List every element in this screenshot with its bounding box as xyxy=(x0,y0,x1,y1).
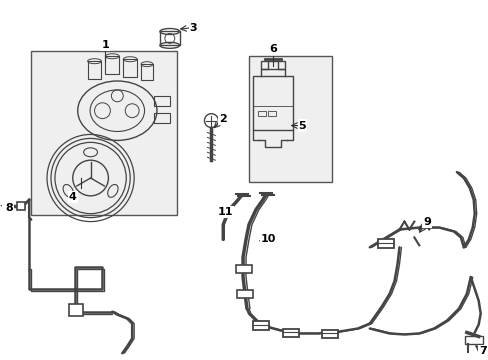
Bar xyxy=(154,113,169,122)
Text: 3: 3 xyxy=(189,23,197,32)
Bar xyxy=(236,265,251,273)
Bar xyxy=(69,304,82,316)
Bar xyxy=(160,31,179,45)
Bar xyxy=(141,64,153,80)
Bar xyxy=(261,61,284,69)
Text: 8: 8 xyxy=(3,203,11,213)
Bar xyxy=(31,51,176,215)
Text: 8: 8 xyxy=(5,203,13,213)
Bar xyxy=(257,111,265,116)
Text: 11: 11 xyxy=(217,207,232,217)
Text: 6: 6 xyxy=(268,44,276,54)
Bar xyxy=(17,202,25,210)
Text: 1: 1 xyxy=(102,40,109,50)
Bar xyxy=(322,329,337,338)
Bar xyxy=(252,321,268,329)
Bar xyxy=(237,290,252,298)
Text: 2: 2 xyxy=(219,114,226,123)
Bar xyxy=(267,111,275,116)
Bar xyxy=(248,56,331,182)
Text: 9: 9 xyxy=(423,217,430,226)
Bar xyxy=(464,337,482,345)
Bar xyxy=(105,56,119,74)
Bar xyxy=(252,76,292,130)
Bar xyxy=(87,61,102,79)
Text: 5: 5 xyxy=(298,121,305,131)
Bar xyxy=(377,239,393,248)
Bar xyxy=(123,59,137,77)
Text: 4: 4 xyxy=(69,192,77,202)
Text: 7: 7 xyxy=(478,346,486,356)
Bar xyxy=(154,96,169,106)
Text: 10: 10 xyxy=(261,234,276,244)
Bar xyxy=(282,329,298,337)
